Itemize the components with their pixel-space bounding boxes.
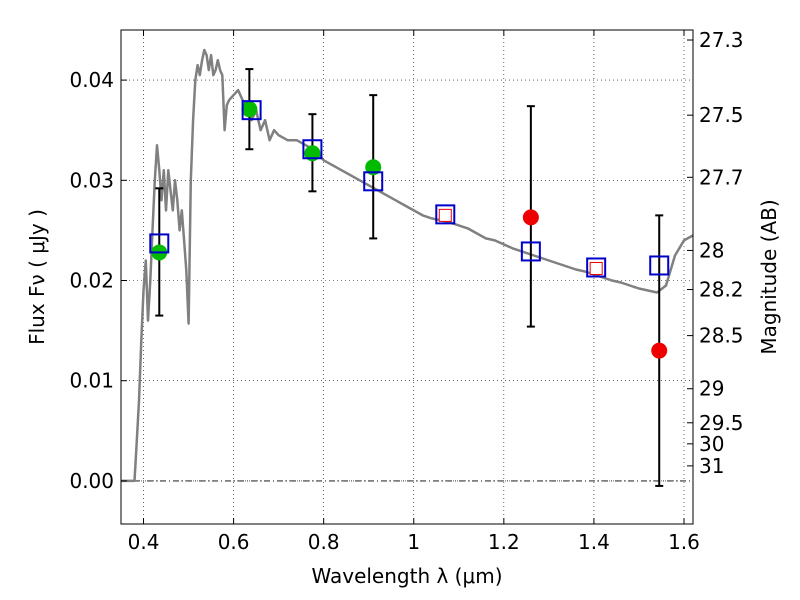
data-point-open-square: [302, 139, 323, 160]
x-tick-label: 0.4: [128, 530, 160, 554]
data-point-open-square: [649, 255, 670, 276]
x-tick-label: 0.6: [218, 530, 250, 554]
x-tick-label: 0.8: [308, 530, 340, 554]
x-tick-label: 1.6: [668, 530, 700, 554]
data-markers: [149, 100, 670, 359]
model-spectrum-line: [121, 48, 694, 483]
y-tick-label: 0.03: [69, 168, 114, 192]
mag-tick-label: 28.5: [699, 324, 744, 348]
y-tick-label: 0.00: [69, 469, 114, 493]
plot-background: [121, 30, 693, 524]
data-point-small-square: [589, 261, 603, 275]
mag-tick-label: 27.3: [699, 28, 744, 52]
data-point-open-square: [241, 100, 262, 121]
right-axis-title: Magnitude (AB): [757, 199, 781, 354]
data-point-circle: [651, 342, 668, 359]
x-axis-title: Wavelength λ (μm): [311, 564, 502, 588]
mag-tick-label: 28.2: [699, 278, 744, 302]
data-point-open-square: [435, 204, 456, 225]
y-tick-label: 0.04: [69, 68, 114, 92]
x-tick-label: 1: [407, 530, 420, 554]
data-point-open-square: [520, 241, 541, 262]
mag-tick-label: 31: [699, 454, 724, 478]
grid-lines: [121, 30, 693, 524]
mag-tick-label: 27.7: [699, 165, 744, 189]
y-tick-label: 0.01: [69, 369, 114, 393]
data-point-circle: [522, 209, 539, 226]
mag-tick-label: 28: [699, 238, 724, 262]
x-tick-label: 1.2: [488, 530, 520, 554]
x-tick-label: 1.4: [578, 530, 610, 554]
data-point-small-square: [438, 208, 452, 222]
data-point-open-square: [149, 233, 170, 254]
data-point-open-square: [586, 257, 607, 278]
mag-tick-label: 30: [699, 432, 724, 456]
data-point-circle: [365, 159, 382, 176]
mag-tick-label: 27.5: [699, 103, 744, 127]
axis-ticks: 0.4 0.6 0.8 1 1.2 1.4 1.6 0.00 0.01 0.02 0.03 0.04 2…: [69, 28, 743, 554]
mag-tick-label: 29: [699, 377, 724, 401]
mag-tick-label: 29.5: [699, 411, 744, 435]
data-point-open-square: [363, 171, 384, 192]
y-axis-title: Flux Fν ( μJy ): [25, 209, 49, 345]
model-spectrum: [121, 48, 694, 483]
y-tick-label: 0.02: [69, 269, 114, 293]
data-point-circle: [241, 101, 258, 118]
plot-frame: [120, 29, 694, 525]
